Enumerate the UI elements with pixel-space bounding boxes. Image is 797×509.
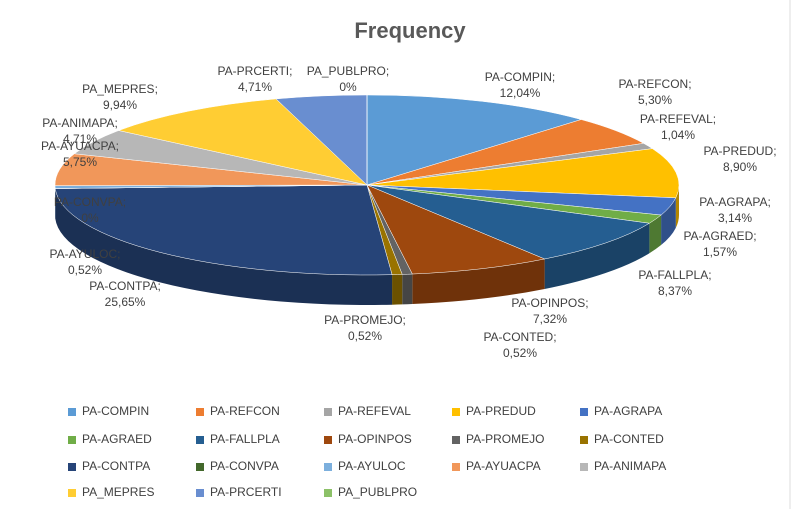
data-label-name: PA-OPINPOS; xyxy=(511,296,588,310)
data-label: 7,32% xyxy=(533,312,567,326)
slice xyxy=(366,94,583,186)
legend-label: PA-FALLPLA xyxy=(210,432,280,446)
data-label-name: PA_PUBLPRO; xyxy=(307,64,389,78)
data-label-name: PA-REFEVAL; xyxy=(640,112,716,126)
data-label-name: PA-AGRAPA; xyxy=(699,195,771,209)
legend-label: PA-ANIMAPA xyxy=(594,459,666,473)
slice-side xyxy=(55,188,393,305)
legend-label: PA-AGRAPA xyxy=(594,404,662,418)
legend-swatch xyxy=(196,463,204,471)
data-label-name: PA-AGRAED; xyxy=(683,229,756,243)
slice-side xyxy=(402,274,413,305)
slice xyxy=(117,98,368,186)
data-label: 9,94% xyxy=(103,98,137,112)
data-label: 25,65% xyxy=(105,295,146,309)
legend-swatch xyxy=(452,436,460,444)
slice-side xyxy=(544,223,650,289)
data-label: 8,37% xyxy=(658,284,692,298)
legend-label: PA-CONTED xyxy=(594,432,664,446)
legend-label: PA-REFCON xyxy=(210,404,280,418)
chart-title: Frequency xyxy=(354,18,466,43)
legend-swatch xyxy=(324,463,332,471)
legend-label: PA-CONTPA xyxy=(82,459,150,473)
slice-side xyxy=(661,197,676,246)
data-label-name: PA-CONTPA; xyxy=(89,279,161,293)
data-label-name: PA-PROMEJO; xyxy=(324,313,406,327)
slice xyxy=(54,184,393,276)
data-label-name: PA-COMPIN; xyxy=(485,70,555,84)
legend-label: PA_MEPRES xyxy=(82,485,154,499)
data-label: 8,90% xyxy=(723,160,757,174)
data-label: 12,04% xyxy=(500,86,541,100)
data-label-name: PA_MEPRES; xyxy=(82,82,158,96)
data-label-name: PA-FALLPLA; xyxy=(638,268,711,282)
data-label-name: PA-REFCON; xyxy=(618,77,691,91)
legend-label: PA-CONVPA xyxy=(210,459,279,473)
legend-label: PA-REFEVAL xyxy=(338,404,411,418)
legend-label: PA-AYULOC xyxy=(338,459,406,473)
legend-label: PA-AGRAED xyxy=(82,432,152,446)
data-label-name: PA-CONTED; xyxy=(483,330,556,344)
legend-swatch xyxy=(196,436,204,444)
legend-swatch xyxy=(324,489,332,497)
data-label: 1,57% xyxy=(703,245,737,259)
slice xyxy=(366,184,651,260)
slice-side xyxy=(675,185,679,228)
data-label: 0,52% xyxy=(503,346,537,360)
data-label-name: PA-ANIMAPA; xyxy=(42,116,118,130)
legend-swatch xyxy=(196,408,204,416)
data-label: 3,14% xyxy=(718,211,752,225)
legend-swatch xyxy=(68,463,76,471)
legend-swatch xyxy=(580,408,588,416)
legend-label: PA_PUBLPRO xyxy=(338,485,417,499)
data-label: 0% xyxy=(81,211,99,225)
data-label-name: PA-AYULOC; xyxy=(50,247,121,261)
slice xyxy=(366,148,680,199)
legend-label: PA-AYUACPA xyxy=(466,459,541,473)
legend-swatch xyxy=(68,408,76,416)
legend-swatch xyxy=(68,436,76,444)
data-label-name: PA-AYUACPA; xyxy=(41,139,119,153)
data-label: 0% xyxy=(339,80,357,94)
legend-label: PA-PROMEJO xyxy=(466,432,544,446)
data-label: 4,71% xyxy=(238,80,272,94)
legend-label: PA-COMPIN xyxy=(82,404,149,418)
data-label-name: PA-PRCERTI; xyxy=(218,64,293,78)
data-label-name: PA-PREDUD; xyxy=(703,144,776,158)
data-label: 0,52% xyxy=(68,263,102,277)
legend-swatch xyxy=(68,489,76,497)
legend-label: PA-PREDUD xyxy=(466,404,536,418)
legend-label: PA-OPINPOS xyxy=(338,432,412,446)
legend-swatch xyxy=(452,463,460,471)
data-label: 5,30% xyxy=(638,93,672,107)
slice-side xyxy=(649,215,662,254)
slice xyxy=(366,184,546,275)
legend-swatch xyxy=(580,463,588,471)
data-label: 0,52% xyxy=(348,329,382,343)
legend-label: PA-PRCERTI xyxy=(210,485,282,499)
legend-swatch xyxy=(452,408,460,416)
legend-swatch xyxy=(324,436,332,444)
slice-side xyxy=(392,274,403,305)
data-label: 1,04% xyxy=(661,128,695,142)
data-label: 5,75% xyxy=(63,155,97,169)
data-label-name: PA-CONVPA; xyxy=(54,195,126,209)
legend-swatch xyxy=(580,436,588,444)
slice-side xyxy=(412,258,545,305)
legend-swatch xyxy=(196,489,204,497)
data-label: 4,71% xyxy=(63,132,97,146)
legend-swatch xyxy=(324,408,332,416)
